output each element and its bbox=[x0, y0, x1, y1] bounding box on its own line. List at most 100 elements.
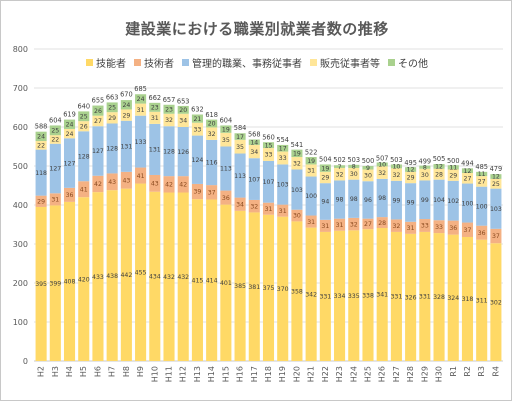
data-label: 21 bbox=[194, 116, 202, 123]
bar-segment bbox=[277, 216, 289, 361]
bar-segment bbox=[291, 157, 303, 170]
bar-segment bbox=[92, 126, 104, 176]
x-tick-label: H17 bbox=[250, 366, 259, 382]
chart-legend: 技能者 技術者 管理的職業、事務従事者 販売従事者等 その他 bbox=[0, 55, 514, 70]
data-label: 99 bbox=[392, 197, 400, 204]
data-label: 14 bbox=[250, 139, 258, 146]
data-label: 29 bbox=[37, 198, 45, 205]
x-tick-label: H25 bbox=[363, 366, 372, 382]
legend-swatch-ginousha bbox=[86, 59, 93, 66]
data-label: 100 bbox=[462, 200, 474, 207]
y-tick-label: 700 bbox=[13, 84, 28, 93]
bar-segment bbox=[348, 167, 360, 180]
bar-segment bbox=[262, 148, 275, 161]
data-label: 29 bbox=[449, 172, 457, 179]
bar-segment bbox=[78, 131, 90, 182]
total-label: 554 bbox=[276, 136, 289, 144]
data-label: 334 bbox=[334, 293, 346, 300]
bar-segment bbox=[319, 219, 331, 232]
legend-swatch-kanri-jimu bbox=[182, 59, 189, 66]
legend-item-ginousha: 技能者 bbox=[86, 55, 126, 70]
data-label: 128 bbox=[106, 146, 118, 153]
data-label: 432 bbox=[163, 274, 175, 281]
bar-segment bbox=[49, 125, 61, 136]
data-label: 395 bbox=[35, 281, 47, 288]
data-label: 19 bbox=[222, 126, 230, 133]
data-label: 100 bbox=[305, 193, 317, 200]
data-label: 31 bbox=[307, 219, 315, 226]
data-label: 131 bbox=[149, 147, 161, 154]
bar-segment bbox=[92, 175, 104, 193]
data-label: 370 bbox=[277, 286, 289, 293]
bar-segment bbox=[419, 168, 431, 181]
bar-segment bbox=[291, 209, 303, 222]
bar-segment bbox=[120, 171, 132, 189]
bar-segment bbox=[348, 164, 360, 168]
data-label: 27 bbox=[94, 118, 102, 125]
bar-segment bbox=[120, 120, 132, 172]
legend-swatch-gijutsusha bbox=[134, 59, 141, 66]
bar-segment bbox=[461, 222, 474, 237]
bar-segment bbox=[490, 188, 502, 229]
bar-segment bbox=[334, 165, 346, 168]
data-label: 12 bbox=[492, 174, 500, 181]
bar-segment bbox=[319, 183, 331, 220]
bar-segment bbox=[163, 113, 175, 127]
bar-segment bbox=[419, 231, 431, 361]
data-label: 25 bbox=[108, 105, 116, 112]
total-label: 663 bbox=[106, 93, 119, 101]
bar-segment bbox=[433, 168, 445, 180]
bar-segment bbox=[220, 190, 232, 205]
total-label: 657 bbox=[163, 96, 176, 104]
bar-segment bbox=[348, 217, 360, 231]
bar-segment bbox=[461, 173, 474, 184]
bar-segment bbox=[49, 193, 61, 206]
bar-segment bbox=[63, 201, 76, 361]
total-label: 640 bbox=[77, 102, 90, 110]
data-label: 34 bbox=[250, 149, 258, 156]
bar-segment bbox=[206, 119, 218, 128]
data-label: 36 bbox=[66, 192, 74, 199]
data-label: 358 bbox=[291, 288, 303, 295]
bar-segment bbox=[78, 181, 90, 198]
total-label: 500 bbox=[447, 157, 460, 165]
bar-segment bbox=[390, 180, 402, 220]
bar-segment bbox=[248, 144, 260, 159]
bar-segment bbox=[92, 192, 104, 361]
bar-segment bbox=[419, 180, 431, 220]
bar-segment bbox=[433, 220, 445, 234]
data-label: 128 bbox=[78, 153, 90, 160]
data-label: 22 bbox=[51, 137, 59, 144]
bar-segment bbox=[106, 173, 118, 191]
bar-segment bbox=[191, 135, 203, 184]
data-label: 36 bbox=[222, 195, 230, 202]
data-label: 399 bbox=[49, 280, 61, 287]
data-label: 420 bbox=[78, 276, 90, 283]
bar-segment bbox=[277, 164, 289, 205]
x-tick-label: H28 bbox=[406, 366, 415, 382]
bar-segment bbox=[262, 214, 275, 361]
x-tick-label: H8 bbox=[122, 366, 131, 377]
data-label: 43 bbox=[108, 179, 116, 186]
bar-segment bbox=[177, 127, 189, 177]
bar-segment bbox=[135, 103, 147, 116]
data-label: 37 bbox=[208, 190, 216, 197]
total-label: 541 bbox=[291, 141, 304, 149]
data-label: 19 bbox=[321, 165, 329, 172]
data-label: 39 bbox=[194, 189, 202, 196]
chart-title: 建設業における職業別就業者数の推移 bbox=[125, 20, 389, 38]
data-label: 415 bbox=[192, 277, 204, 284]
bar-segment bbox=[405, 221, 417, 234]
data-label: 113 bbox=[234, 173, 246, 180]
bar-segment bbox=[390, 219, 402, 232]
data-label: 29 bbox=[321, 175, 329, 182]
bar-segment bbox=[234, 153, 246, 198]
x-tick-label: H5 bbox=[79, 366, 88, 377]
bar-segment bbox=[348, 179, 360, 218]
y-tick-label: 800 bbox=[13, 45, 28, 54]
bar-segment bbox=[405, 183, 417, 222]
bar-segment bbox=[476, 186, 488, 226]
bar-segment bbox=[135, 115, 147, 168]
data-label: 432 bbox=[177, 274, 189, 281]
